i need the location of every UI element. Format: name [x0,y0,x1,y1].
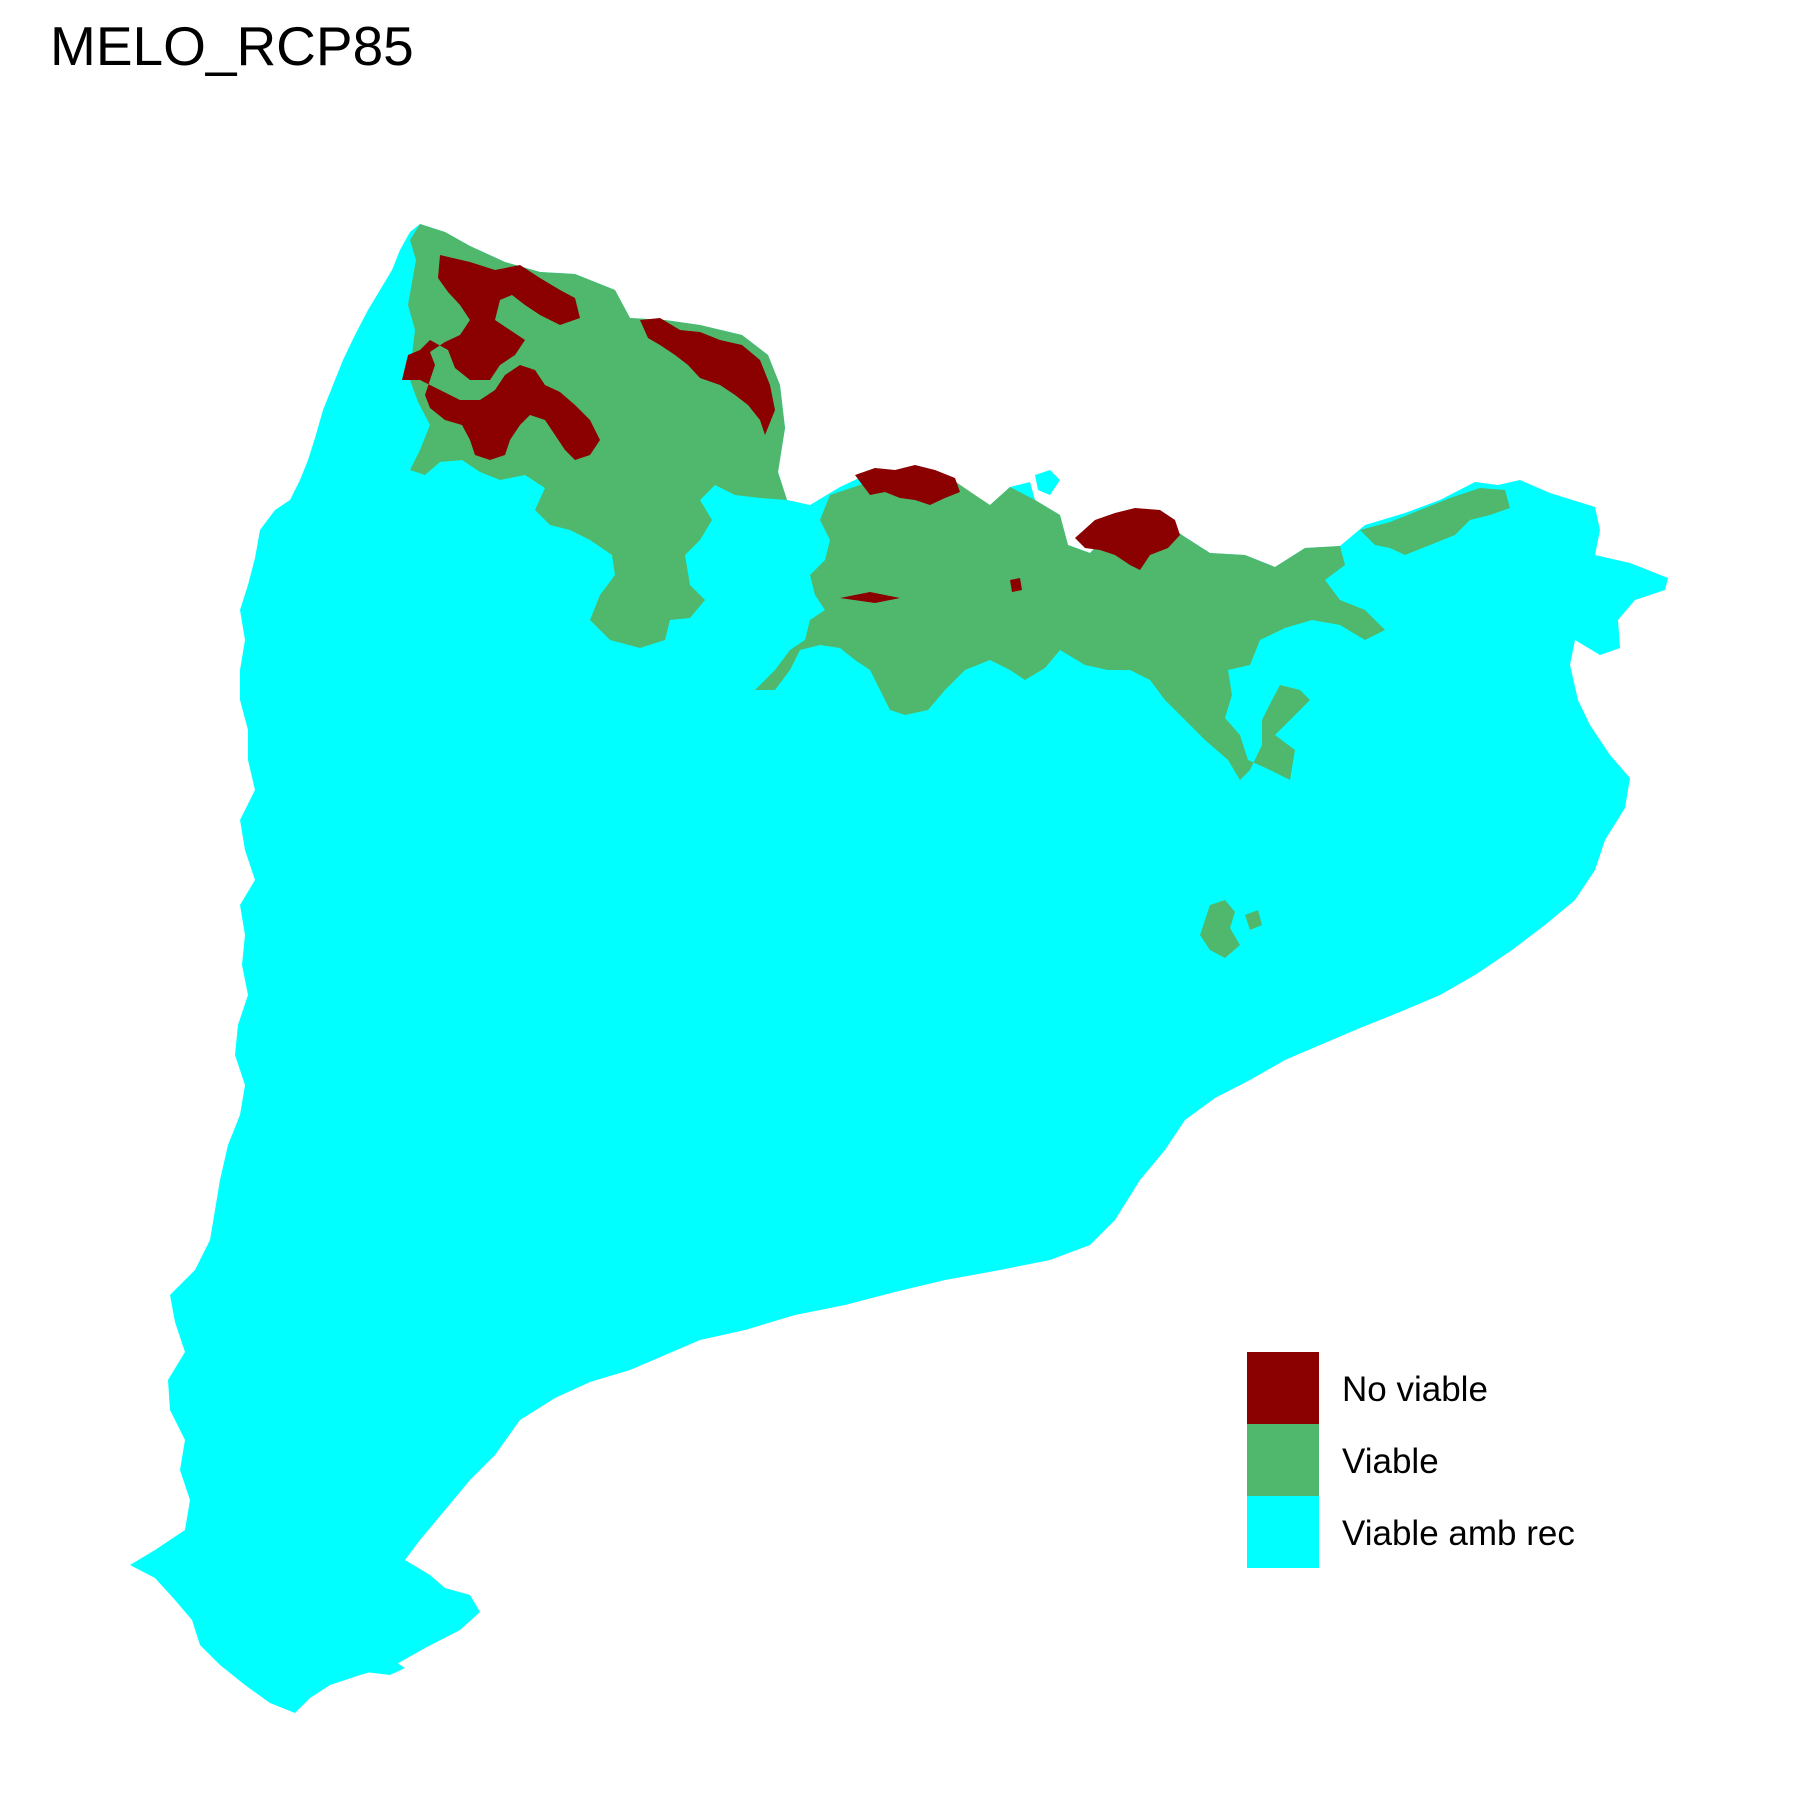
legend-swatch-viable-amb-rec [1247,1496,1319,1568]
region-no-viable-small [840,578,1022,603]
legend-label-no-viable: No viable [1342,1370,1488,1409]
region-no-viable-pyrenees-center [640,318,775,435]
region-viable-isolated [1200,900,1262,958]
region-no-viable-pyrenees-west [402,255,600,460]
region-viable-central-north [755,470,1385,780]
legend-label-viable-amb-rec: Viable amb rec [1342,1514,1575,1553]
region-islet-ebre-delta [355,1655,405,1675]
legend-swatch-no-viable [1247,1352,1319,1424]
legend-swatch-viable [1247,1424,1319,1496]
legend-label-viable: Viable [1342,1442,1439,1481]
region-viable-east [1360,488,1510,555]
region-viable-amb-rec [130,224,1668,1713]
map-title: MELO_RCP85 [50,15,414,77]
region-no-viable-central [855,465,960,505]
region-no-viable-east [1075,508,1180,570]
